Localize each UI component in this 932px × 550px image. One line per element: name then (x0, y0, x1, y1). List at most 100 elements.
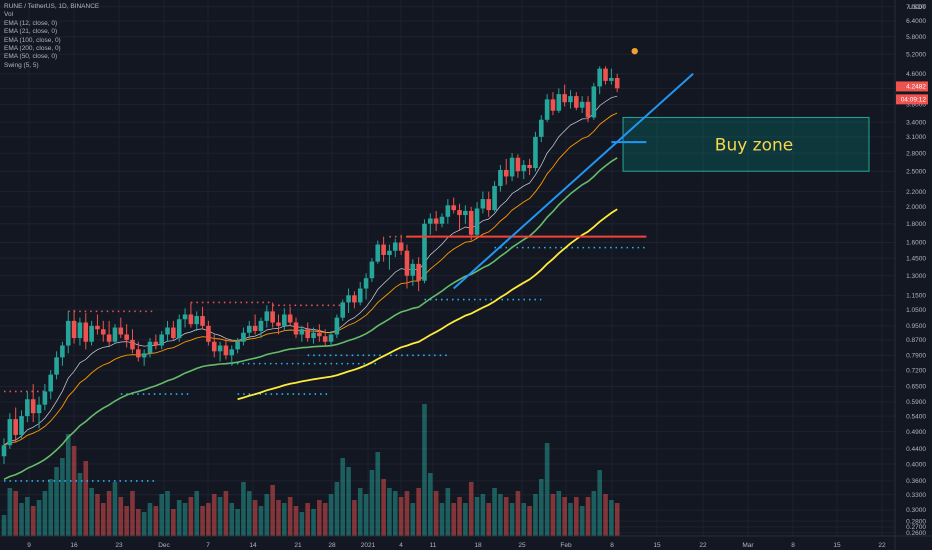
candle-body[interactable] (486, 199, 492, 211)
candle-body[interactable] (141, 353, 147, 358)
indicator-ema-21[interactable]: EMA (21, close, 0) (4, 28, 58, 36)
candle-body[interactable] (404, 250, 410, 276)
candle-body[interactable] (375, 244, 381, 262)
candle-body[interactable] (112, 327, 118, 342)
candle-body[interactable] (311, 332, 316, 339)
candle-body[interactable] (439, 216, 445, 224)
candle-body[interactable] (585, 101, 591, 118)
candle-body[interactable] (579, 101, 585, 108)
candle-body[interactable] (147, 341, 153, 354)
candle-body[interactable] (65, 320, 71, 346)
candle-body[interactable] (550, 99, 556, 111)
candle-body[interactable] (352, 295, 357, 303)
candle-body[interactable] (7, 419, 13, 446)
candle-body[interactable] (521, 164, 527, 172)
annotations[interactable] (406, 47, 694, 290)
candle-body[interactable] (492, 185, 497, 211)
candle-body[interactable] (42, 391, 48, 405)
candle-body[interactable] (357, 288, 363, 303)
candle-body[interactable] (410, 263, 416, 276)
candle-body[interactable] (30, 399, 36, 414)
candle-body[interactable] (463, 210, 468, 216)
event-dot[interactable] (631, 47, 638, 55)
candle-body[interactable] (562, 94, 567, 103)
candle-body[interactable] (165, 327, 170, 335)
candle-body[interactable] (468, 210, 474, 235)
candle-body[interactable] (19, 416, 24, 435)
candle-body[interactable] (614, 78, 620, 89)
candle-body[interactable] (538, 119, 544, 137)
candle-body[interactable] (369, 261, 375, 279)
candle-body[interactable] (60, 345, 65, 358)
indicator-ema-50[interactable]: EMA (50, close, 0) (4, 53, 58, 61)
candle-body[interactable] (100, 329, 106, 335)
candle-body[interactable] (241, 332, 246, 342)
candle-body[interactable] (328, 334, 334, 342)
candle-body[interactable] (211, 341, 217, 352)
candle-body[interactable] (36, 404, 42, 414)
buy-zone[interactable]: Buy zone (622, 116, 870, 172)
candle-body[interactable] (480, 199, 486, 209)
indicator-ema-12[interactable]: EMA (12, close, 0) (4, 19, 58, 27)
candle-body[interactable] (246, 325, 252, 333)
candle-body[interactable] (322, 336, 328, 342)
candle-body[interactable] (182, 314, 188, 320)
candle-body[interactable] (363, 278, 369, 289)
candle-body[interactable] (422, 223, 427, 281)
candle-body[interactable] (503, 169, 509, 177)
candle-body[interactable] (200, 316, 205, 326)
candle-body[interactable] (433, 218, 439, 224)
candle-body[interactable] (544, 99, 550, 120)
candle-body[interactable] (392, 242, 398, 251)
indicator-ema-200[interactable]: EMA (200, close, 0) (4, 45, 61, 53)
candle-body[interactable] (282, 314, 287, 326)
candle-body[interactable] (13, 419, 18, 435)
last-price-tag[interactable] (896, 81, 928, 92)
candle-body[interactable] (48, 374, 54, 392)
candle-body[interactable] (398, 242, 404, 251)
indicator-ema-100[interactable]: EMA (100, close, 0) (4, 36, 61, 44)
candle-body[interactable] (603, 68, 608, 81)
candle-body[interactable] (106, 334, 112, 342)
trend-line[interactable] (453, 73, 694, 290)
x-axis[interactable]: 9 16 23 Dec 7 14 21 28 2021 4 11 18 25 Feb 8 15 22 Mar 8 15… (0, 535, 932, 549)
candle-body[interactable] (515, 157, 521, 172)
candle-body[interactable] (287, 314, 293, 323)
candle-body[interactable] (527, 164, 532, 169)
candle-body[interactable] (305, 329, 310, 339)
candles[interactable] (1, 66, 620, 465)
candle-body[interactable] (188, 314, 194, 325)
candle-body[interactable] (54, 357, 59, 375)
candle-body[interactable] (270, 311, 275, 323)
candle-body[interactable] (340, 302, 346, 318)
candle-body[interactable] (136, 349, 141, 358)
candle-body[interactable] (574, 96, 579, 108)
candle-body[interactable] (206, 325, 211, 342)
candle-body[interactable] (159, 334, 164, 346)
candle-body[interactable] (568, 96, 573, 103)
candle-body[interactable] (124, 334, 129, 340)
candle-body[interactable] (77, 322, 83, 339)
candle-body[interactable] (381, 244, 386, 256)
candle-body[interactable] (25, 399, 30, 417)
candle-body[interactable] (95, 325, 100, 330)
candle-body[interactable] (194, 316, 200, 325)
candle-body[interactable] (457, 210, 462, 216)
candle-body[interactable] (317, 332, 322, 337)
candle-body[interactable] (130, 339, 135, 350)
candle-body[interactable] (153, 341, 159, 346)
candle-body[interactable] (252, 325, 258, 331)
candle-body[interactable] (1, 445, 7, 457)
candle-body[interactable] (533, 136, 538, 169)
candle-body[interactable] (334, 317, 340, 335)
candle-body[interactable] (258, 320, 264, 331)
buy-zone-box[interactable] (622, 116, 870, 172)
candle-body[interactable] (235, 341, 240, 350)
candle-body[interactable] (229, 349, 235, 356)
candle-body[interactable] (171, 327, 176, 339)
candle-body[interactable] (451, 205, 456, 211)
candle-body[interactable] (217, 345, 223, 352)
candle-body[interactable] (223, 345, 229, 356)
candle-body[interactable] (83, 322, 89, 342)
